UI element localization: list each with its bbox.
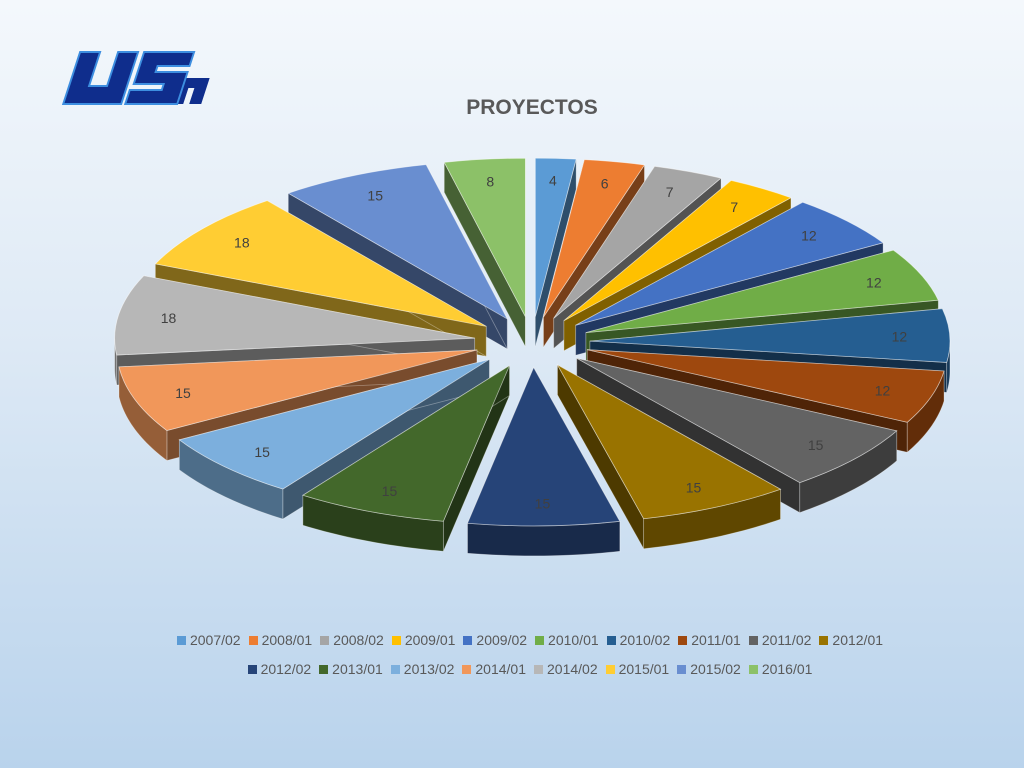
legend-item: 2012/02 — [247, 661, 312, 677]
legend-item: 2012/01 — [819, 632, 883, 648]
data-label: 8 — [486, 173, 494, 189]
legend-label: 2014/01 — [475, 661, 526, 677]
data-label: 12 — [892, 328, 908, 344]
legend-item: 2008/01 — [248, 632, 313, 648]
legend-label: 2013/01 — [332, 661, 383, 677]
legend-item: 2014/01 — [462, 661, 526, 677]
data-label: 15 — [808, 437, 824, 453]
legend-swatch — [247, 664, 257, 674]
data-label: 15 — [535, 496, 551, 512]
legend-label: 2015/01 — [618, 661, 670, 677]
legend-item: 2016/01 — [748, 661, 813, 677]
legend-label: 2009/01 — [404, 632, 456, 648]
legend-swatch — [176, 635, 186, 645]
legend-swatch — [605, 664, 615, 674]
legend-item: 2011/02 — [748, 632, 812, 648]
legend-swatch — [535, 635, 545, 645]
pie-slice-2013-01: 15 — [301, 364, 511, 552]
legend-swatch — [677, 664, 687, 674]
legend-item: 2013/02 — [390, 661, 455, 677]
data-label: 18 — [234, 235, 250, 251]
legend-label: 2012/02 — [260, 661, 312, 677]
legend-label: 2014/02 — [547, 661, 598, 677]
data-label: 15 — [367, 188, 383, 204]
data-label: 15 — [175, 385, 191, 401]
chart-legend: 2007/02 2008/01 2008/02 2009/01 2009/02 2010/… — [150, 632, 910, 677]
legend-label: 2008/02 — [333, 632, 384, 648]
legend-label: 2016/01 — [761, 661, 813, 677]
data-label: 12 — [875, 383, 891, 399]
legend-item: 2014/02 — [534, 661, 598, 677]
legend-label: 2011/02 — [761, 632, 812, 648]
data-label: 15 — [686, 479, 702, 495]
data-label: 15 — [382, 483, 398, 499]
legend-label: 2011/01 — [691, 632, 741, 648]
legend-swatch — [819, 635, 829, 645]
legend-item: 2010/01 — [535, 632, 599, 648]
legend-item: 2009/02 — [463, 632, 527, 648]
legend-label: 2010/01 — [548, 632, 599, 648]
pie-slice-2012-02: 15 — [466, 365, 621, 557]
pie-slice-2007-02: 4 — [534, 157, 577, 347]
legend-swatch — [391, 635, 401, 645]
legend-item: 2015/02 — [677, 661, 741, 677]
legend-label: 2009/02 — [476, 632, 528, 648]
legend-item: 2008/02 — [320, 632, 384, 648]
data-label: 4 — [549, 173, 557, 189]
legend-item: 2013/01 — [319, 661, 383, 677]
data-label: 12 — [866, 275, 882, 291]
legend-swatch — [606, 635, 616, 645]
legend-swatch — [462, 664, 472, 674]
legend-swatch — [463, 635, 473, 645]
legend-swatch — [534, 664, 543, 674]
legend-item: 2007/02 — [176, 632, 241, 648]
legend-swatch — [248, 635, 258, 645]
legend-label: 2015/02 — [690, 661, 741, 677]
pie-slice-2012-01: 15 — [556, 363, 782, 551]
legend-swatch — [319, 664, 329, 674]
data-label: 7 — [666, 184, 674, 200]
data-label: 6 — [601, 175, 609, 191]
legend-swatch — [748, 664, 758, 674]
legend-swatch — [390, 664, 400, 674]
legend-label: 2007/02 — [189, 632, 241, 648]
legend-item: 2010/02 — [606, 632, 671, 648]
usm-logo — [61, 51, 210, 105]
legend-label: 2008/01 — [261, 632, 313, 648]
legend-item: 2011/01 — [678, 632, 741, 648]
legend-item: 2015/01 — [605, 661, 670, 677]
legend-swatch — [678, 635, 688, 645]
legend-item: 2009/01 — [391, 632, 456, 648]
legend-label: 2013/02 — [403, 661, 455, 677]
legend-swatch — [320, 635, 330, 645]
legend-label: 2010/02 — [619, 632, 671, 648]
pie-slice-2016-01: 8 — [443, 157, 526, 347]
data-label: 7 — [730, 199, 738, 215]
legend-label: 2012/01 — [832, 632, 884, 648]
data-label: 18 — [161, 310, 177, 326]
data-label: 15 — [254, 444, 270, 460]
data-label: 12 — [801, 228, 817, 244]
legend-swatch — [748, 635, 758, 645]
chart-title: PROYECTOS — [466, 96, 598, 119]
